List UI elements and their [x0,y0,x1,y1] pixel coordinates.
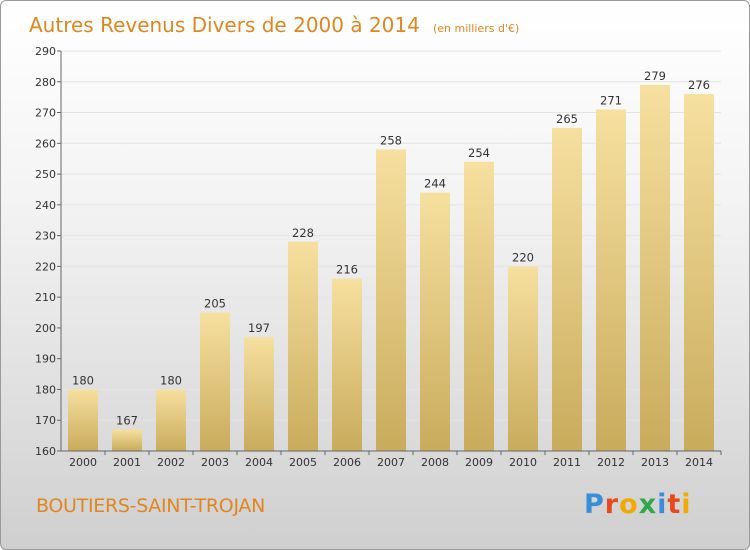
x-tick-label: 2009 [465,456,493,469]
logo-letter: r [604,489,620,520]
bar [288,241,318,451]
y-tick-label: 190 [35,353,56,366]
axis-layer: 160 170 180 190 200 210 220 230 240 250 260 270 280 2… [35,45,722,469]
bar-layer [68,84,714,452]
proxiti-logo[interactable]: Proxiti [584,489,692,520]
data-label: 276 [688,78,710,92]
logo-letter: o [619,489,639,520]
logo-letter: t [667,489,682,520]
x-tick-label: 2011 [553,456,581,469]
logo-letter: x [638,489,658,520]
data-label: 205 [204,297,226,311]
data-label: 244 [424,177,446,191]
data-label: 216 [336,263,358,277]
x-tick-label: 2012 [597,456,625,469]
label-layer: 180 167 180 205 197 228 216 258 244 254 220 265 271 2… [72,69,710,428]
y-tick-label: 270 [35,107,56,120]
y-tick-label: 290 [35,45,56,58]
data-label: 220 [512,250,534,264]
x-tick-label: 2004 [245,456,273,469]
chart-title-main: Autres Revenus Divers de 2000 à 2014 [29,13,420,37]
bar [156,389,186,451]
y-tick-label: 200 [35,322,56,335]
x-tick-label: 2013 [641,456,669,469]
chart-title: Autres Revenus Divers de 2000 à 2014 (en… [29,13,519,37]
x-tick-label: 2008 [421,456,449,469]
data-label: 265 [556,112,578,126]
bar [596,109,626,451]
bar [464,161,494,451]
x-tick-label: 2010 [509,456,537,469]
data-label: 167 [116,413,138,427]
x-tick-label: 2002 [157,456,185,469]
logo-letter: P [584,489,605,520]
data-label: 197 [248,321,270,335]
x-tick-label: 2000 [69,456,97,469]
y-tick-label: 160 [35,445,56,458]
x-tick-label: 2014 [685,456,713,469]
data-label: 254 [468,146,490,160]
y-tick-label: 180 [35,383,56,396]
data-label: 180 [72,373,94,387]
data-label: 228 [292,226,314,240]
logo-letter: i [681,489,692,520]
bar [552,127,582,451]
y-tick-label: 210 [35,291,56,304]
data-label: 258 [380,133,402,147]
bar [376,149,406,451]
bar [684,94,714,452]
y-tick-label: 170 [35,414,56,427]
x-tick-label: 2001 [113,456,141,469]
y-tick-label: 250 [35,168,56,181]
bar [200,312,230,451]
y-tick-label: 260 [35,137,56,150]
logo-letter: i [657,489,668,520]
data-label: 271 [600,93,622,107]
x-tick-label: 2007 [377,456,405,469]
x-tick-label: 2003 [201,456,229,469]
y-tick-label: 280 [35,76,56,89]
y-tick-label: 240 [35,199,56,212]
chart-title-unit: (en milliers d'€) [433,22,519,35]
data-label: 279 [644,69,666,83]
bar [508,266,538,451]
bar [640,84,670,451]
bar [332,278,362,451]
x-tick-label: 2005 [289,456,317,469]
bar [112,429,142,451]
bar [68,389,98,451]
x-tick-label: 2006 [333,456,361,469]
y-tick-label: 230 [35,230,56,243]
data-label: 180 [160,373,182,387]
y-tick-label: 220 [35,260,56,273]
commune-name: BOUTIERS-SAINT-TROJAN [36,495,266,517]
bar [244,337,274,451]
bar [420,192,450,452]
